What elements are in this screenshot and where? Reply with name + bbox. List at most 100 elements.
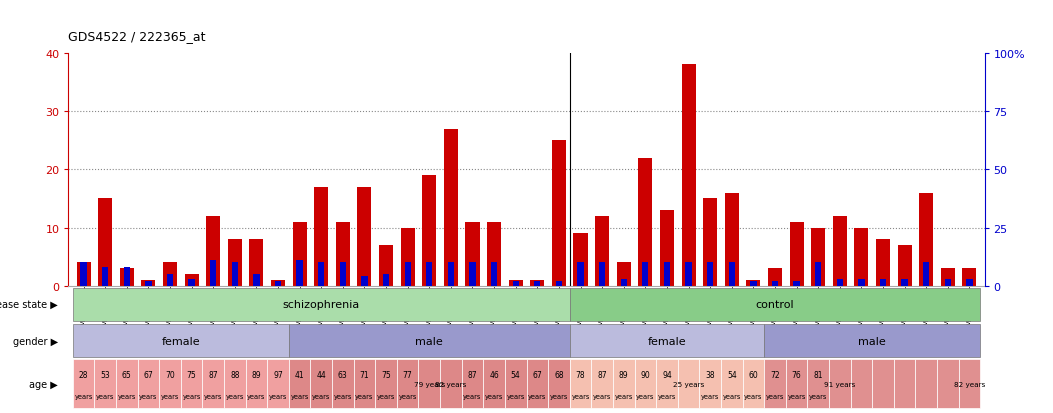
Bar <box>340 263 346 286</box>
Text: 78: 78 <box>576 370 585 380</box>
Bar <box>77 263 91 286</box>
Text: years: years <box>766 394 784 399</box>
Bar <box>383 274 390 286</box>
Text: gender ▶: gender ▶ <box>13 336 58 346</box>
Bar <box>357 188 372 286</box>
Bar <box>531 280 544 286</box>
Bar <box>880 279 887 286</box>
Bar <box>188 279 195 286</box>
Bar <box>851 360 872 408</box>
Bar <box>275 281 281 286</box>
Bar <box>245 360 267 408</box>
Bar <box>461 360 483 408</box>
Text: male: male <box>415 336 443 346</box>
Bar <box>638 158 653 286</box>
Bar <box>336 222 350 286</box>
Bar <box>470 263 476 286</box>
Text: 89: 89 <box>252 370 261 380</box>
Bar <box>937 360 958 408</box>
Bar <box>556 281 562 286</box>
Bar <box>790 222 803 286</box>
Bar <box>681 65 696 286</box>
Bar <box>940 268 955 286</box>
Text: 87: 87 <box>208 370 218 380</box>
Text: 53: 53 <box>100 370 111 380</box>
Bar <box>570 324 764 357</box>
Bar <box>513 281 519 286</box>
Bar <box>699 360 721 408</box>
Text: 67: 67 <box>533 370 542 380</box>
Bar <box>570 360 592 408</box>
Text: 87: 87 <box>597 370 607 380</box>
Text: years: years <box>182 394 201 399</box>
Bar <box>375 360 397 408</box>
Bar <box>707 263 713 286</box>
Bar <box>854 228 869 286</box>
Text: years: years <box>291 394 309 399</box>
Bar <box>574 234 588 286</box>
Bar <box>656 360 678 408</box>
Bar <box>549 360 570 408</box>
Bar <box>73 288 570 321</box>
Bar <box>663 263 670 286</box>
Bar <box>958 360 980 408</box>
Bar <box>332 360 354 408</box>
Text: 81: 81 <box>813 370 823 380</box>
Text: 82 years: 82 years <box>435 381 466 387</box>
Text: years: years <box>788 394 806 399</box>
Bar <box>829 360 851 408</box>
Text: female: female <box>648 336 687 346</box>
Bar <box>768 268 782 286</box>
Text: 46: 46 <box>490 370 499 380</box>
Bar <box>232 263 238 286</box>
Text: 89: 89 <box>619 370 629 380</box>
Bar <box>354 360 375 408</box>
Text: years: years <box>355 394 374 399</box>
Text: 88: 88 <box>230 370 240 380</box>
Text: control: control <box>756 299 794 309</box>
Bar <box>595 216 609 286</box>
Bar <box>422 176 436 286</box>
Bar <box>141 280 156 286</box>
Bar <box>379 245 393 286</box>
Bar <box>923 263 930 286</box>
Bar <box>102 268 108 286</box>
Text: 72: 72 <box>770 370 780 380</box>
Text: age ▶: age ▶ <box>28 379 58 389</box>
Text: 97: 97 <box>273 370 283 380</box>
Text: disease state ▶: disease state ▶ <box>0 299 58 309</box>
Text: 68: 68 <box>554 370 563 380</box>
Bar <box>80 263 86 286</box>
Text: years: years <box>658 394 676 399</box>
Bar <box>837 279 843 286</box>
Text: 60: 60 <box>749 370 758 380</box>
Bar <box>314 188 329 286</box>
Text: years: years <box>463 394 481 399</box>
Text: years: years <box>75 394 93 399</box>
Bar <box>617 263 631 286</box>
Bar <box>181 360 202 408</box>
Text: 44: 44 <box>316 370 326 380</box>
Bar <box>811 228 826 286</box>
Bar <box>901 279 908 286</box>
Text: years: years <box>247 394 265 399</box>
Bar <box>202 360 224 408</box>
Bar <box>703 199 717 286</box>
Text: years: years <box>161 394 179 399</box>
Bar <box>166 274 173 286</box>
Bar <box>73 324 289 357</box>
Text: years: years <box>225 394 244 399</box>
Bar <box>577 263 583 286</box>
Bar <box>138 360 159 408</box>
Text: 82 years: 82 years <box>954 381 986 387</box>
Bar <box>534 281 540 286</box>
Bar <box>552 141 565 286</box>
Text: 41: 41 <box>295 370 304 380</box>
Text: years: years <box>484 394 503 399</box>
Text: years: years <box>334 394 352 399</box>
Text: female: female <box>161 336 200 346</box>
Text: years: years <box>636 394 655 399</box>
Text: years: years <box>398 394 417 399</box>
Text: schizophrenia: schizophrenia <box>282 299 360 309</box>
Bar <box>250 240 263 286</box>
